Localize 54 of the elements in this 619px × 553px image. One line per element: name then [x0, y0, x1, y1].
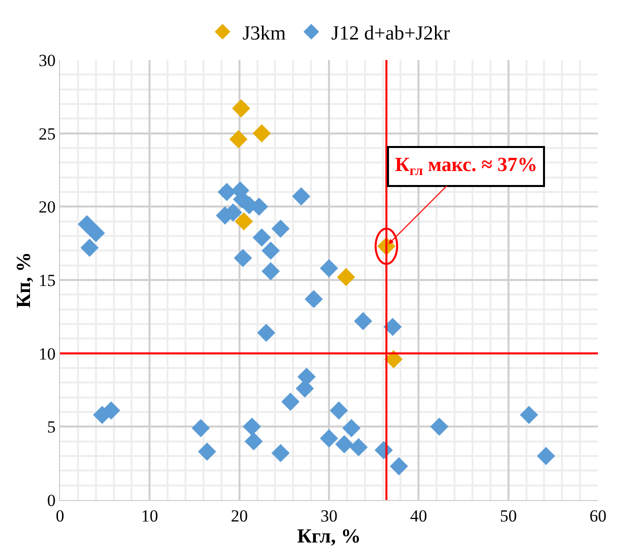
- y-tick-label: 25: [38, 124, 56, 144]
- point: [242, 418, 261, 436]
- point: [520, 406, 538, 424]
- x-tick-label: 20: [230, 506, 248, 526]
- legend-label: J3km: [242, 22, 286, 44]
- point: [330, 401, 348, 420]
- point: [335, 435, 354, 454]
- point: [192, 419, 210, 438]
- point: [198, 442, 216, 461]
- point: [262, 242, 280, 260]
- point: [271, 444, 290, 462]
- point: [234, 212, 253, 230]
- point: [229, 130, 248, 148]
- y-tick-label: 0: [47, 490, 56, 510]
- y-tick-label: 15: [38, 270, 56, 290]
- x-tick-label: 30: [320, 506, 338, 526]
- point: [320, 429, 338, 448]
- point: [304, 290, 323, 308]
- y-tick-label: 10: [38, 344, 56, 364]
- y-axis-title: Кп, %: [13, 252, 36, 308]
- point: [102, 401, 120, 420]
- point: [430, 418, 448, 436]
- point: [218, 182, 236, 202]
- y-tick-label: 5: [47, 418, 56, 437]
- point: [390, 457, 408, 476]
- point: [252, 124, 271, 142]
- point: [78, 215, 96, 234]
- point: [232, 99, 250, 118]
- point: [349, 438, 368, 456]
- legend-label: J12 d+ab+J2kr: [331, 22, 450, 44]
- point: [320, 259, 338, 278]
- point: [536, 446, 556, 466]
- x-tick-label: 60: [590, 506, 606, 526]
- point: [234, 248, 252, 268]
- point: [384, 318, 402, 336]
- y-tick-label: 20: [38, 198, 56, 217]
- point: [257, 324, 276, 342]
- point: [271, 220, 290, 238]
- y-tick-label: 30: [38, 50, 56, 70]
- point: [86, 224, 105, 242]
- x-axis-title: Кгл, %: [297, 525, 361, 548]
- point: [262, 262, 280, 280]
- point: [252, 228, 271, 247]
- annotation: К$_{гл}$ макс. ≈ 37%: [395, 154, 538, 180]
- point: [80, 238, 99, 257]
- point: [292, 187, 310, 206]
- point: [354, 312, 372, 330]
- point: [342, 419, 361, 438]
- point: [281, 392, 300, 411]
- x-tick-label: 10: [141, 506, 158, 526]
- x-tick-label: 50: [500, 506, 517, 526]
- x-tick-label: 40: [410, 506, 428, 526]
- point: [336, 268, 356, 286]
- point: [244, 432, 263, 450]
